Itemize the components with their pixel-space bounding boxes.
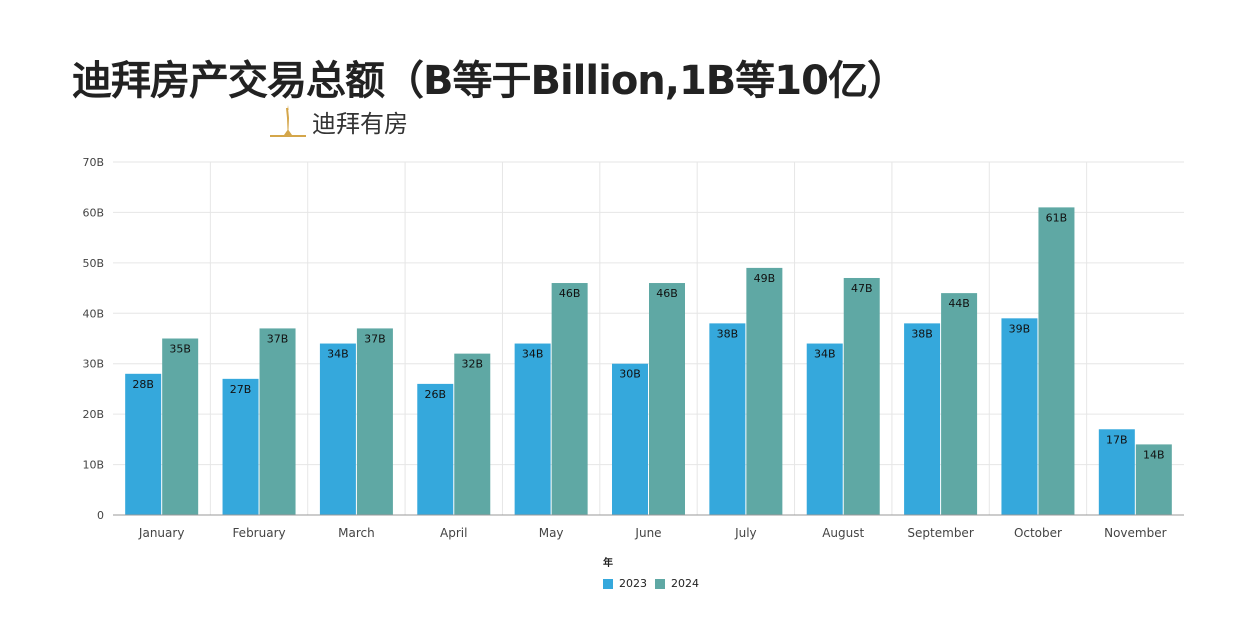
data-label: 26B [424, 388, 446, 401]
data-label: 46B [656, 287, 678, 300]
x-tick-label: March [338, 526, 375, 540]
data-label: 35B [169, 343, 191, 356]
bar-2024-november [1135, 444, 1172, 515]
data-label: 17B [1106, 433, 1128, 446]
x-tick-label: September [907, 526, 973, 540]
bar-2024-april [454, 353, 491, 515]
x-tick-label: February [232, 526, 285, 540]
bar-2024-september [941, 293, 978, 515]
data-label: 34B [522, 348, 544, 361]
bar-2023-july [709, 323, 746, 515]
data-label: 38B [911, 327, 933, 340]
brand-logo: 迪拜有房 [268, 104, 408, 138]
data-label: 47B [851, 282, 873, 295]
x-tick-label: May [539, 526, 564, 540]
legend-label: 2023 [619, 577, 647, 590]
data-label: 44B [948, 297, 970, 310]
legend-swatch [603, 578, 613, 589]
data-label: 30B [619, 368, 641, 381]
data-label: 37B [267, 332, 289, 345]
bar-2023-april [417, 383, 454, 515]
bar-2024-june [649, 283, 685, 515]
x-tick-label: August [822, 526, 864, 540]
y-tick-label: 50B [82, 257, 104, 270]
bar-2024-may [551, 283, 588, 515]
x-tick-label: April [440, 526, 467, 540]
x-tick-label: November [1104, 526, 1166, 540]
data-label: 27B [230, 383, 252, 396]
data-label: 61B [1046, 211, 1068, 224]
legend-item-2024: 2024 [655, 577, 699, 590]
x-tick-label: June [634, 526, 661, 540]
data-label: 14B [1143, 448, 1165, 461]
chart-title: 迪拜房产交易总额（B等于Billion,1B等10亿） [72, 58, 907, 104]
y-tick-label: 60B [82, 206, 104, 219]
y-tick-label: 30B [82, 358, 104, 371]
bar-2024-january [162, 338, 199, 515]
y-tick-label: 40B [82, 307, 104, 320]
data-label: 34B [327, 348, 349, 361]
y-tick-label: 70B [82, 156, 104, 169]
bar-2023-october [1001, 318, 1038, 515]
data-label: 28B [132, 378, 154, 391]
bar-2023-january [125, 373, 162, 515]
bar-2024-july [746, 267, 783, 515]
x-tick-label: January [138, 526, 185, 540]
data-label: 34B [814, 348, 836, 361]
brand-name: 迪拜有房 [312, 109, 408, 138]
y-tick-label: 20B [82, 408, 104, 421]
burj-tower-icon [270, 105, 306, 137]
bar-2023-february [222, 378, 259, 515]
bar-2023-june [612, 363, 648, 515]
data-label: 49B [754, 272, 776, 285]
legend-item-2023: 2023 [603, 577, 647, 590]
bar-2023-november [1098, 429, 1135, 515]
bar-2024-august [843, 277, 880, 515]
legend-label: 2024 [671, 577, 699, 590]
bar-2024-february [259, 328, 296, 515]
bar-2023-august [806, 343, 843, 515]
y-tick-label: 10B [82, 459, 104, 472]
legend-swatch [655, 578, 665, 589]
bar-2024-march [356, 328, 393, 515]
data-label: 32B [461, 358, 483, 371]
bar-2024-october [1038, 207, 1075, 515]
bar-2023-march [319, 343, 356, 515]
bar-2023-september [904, 323, 941, 515]
x-tick-label: October [1014, 526, 1062, 540]
legend-title: 年 [603, 558, 613, 569]
data-label: 37B [364, 332, 386, 345]
legend: 年 2023 2024 [603, 554, 707, 590]
bar-2023-may [514, 343, 551, 515]
x-tick-label: July [734, 526, 757, 540]
y-tick-label: 0 [97, 509, 104, 522]
data-label: 46B [559, 287, 581, 300]
data-label: 38B [717, 327, 739, 340]
data-label: 39B [1009, 322, 1031, 335]
